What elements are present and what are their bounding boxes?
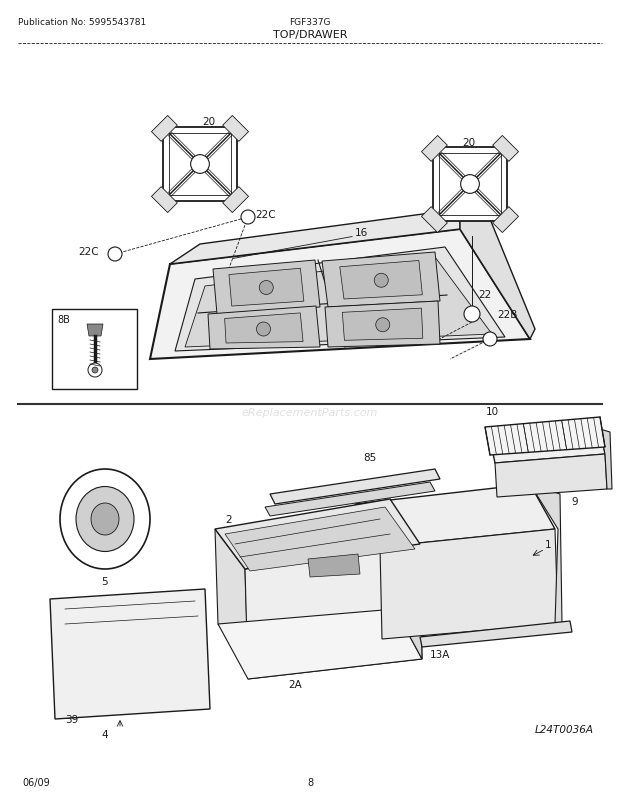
Polygon shape [490, 429, 605, 464]
Text: 39: 39 [65, 714, 78, 724]
Polygon shape [485, 418, 605, 456]
Polygon shape [229, 269, 304, 306]
Polygon shape [495, 455, 607, 497]
Text: 9: 9 [572, 496, 578, 506]
Polygon shape [422, 208, 448, 233]
Circle shape [257, 322, 270, 337]
Text: 5: 5 [102, 577, 108, 586]
Polygon shape [224, 314, 303, 343]
Text: TOP/DRAWER: TOP/DRAWER [273, 30, 347, 40]
Polygon shape [151, 116, 177, 142]
Polygon shape [600, 429, 612, 489]
Polygon shape [380, 529, 558, 639]
Text: 22: 22 [478, 290, 491, 300]
Polygon shape [322, 253, 440, 308]
Text: FGF337G: FGF337G [290, 18, 330, 27]
Text: L24T0036A: L24T0036A [535, 724, 594, 734]
Polygon shape [325, 302, 440, 347]
Polygon shape [175, 248, 505, 351]
Polygon shape [340, 261, 422, 300]
Polygon shape [420, 622, 572, 647]
Text: 16: 16 [355, 228, 368, 237]
Polygon shape [225, 508, 415, 571]
Polygon shape [390, 500, 422, 659]
Text: 8: 8 [307, 777, 313, 787]
Polygon shape [355, 484, 555, 547]
Polygon shape [493, 208, 518, 233]
Polygon shape [245, 545, 422, 679]
Polygon shape [265, 482, 435, 516]
Polygon shape [208, 306, 320, 350]
Text: 22B: 22B [497, 310, 517, 320]
Text: 20: 20 [202, 117, 215, 127]
Polygon shape [170, 210, 460, 265]
Polygon shape [308, 554, 360, 577]
Circle shape [461, 176, 479, 194]
Polygon shape [530, 484, 562, 624]
Text: 85: 85 [363, 452, 376, 463]
Circle shape [108, 248, 122, 261]
Polygon shape [218, 610, 422, 679]
Text: 13A: 13A [430, 649, 450, 659]
Text: 20: 20 [462, 138, 475, 148]
Circle shape [483, 333, 497, 346]
Polygon shape [422, 136, 448, 162]
Polygon shape [185, 257, 492, 347]
Ellipse shape [91, 504, 119, 535]
Polygon shape [151, 188, 177, 213]
Polygon shape [215, 529, 248, 659]
Polygon shape [223, 188, 249, 213]
Ellipse shape [60, 469, 150, 569]
Circle shape [464, 306, 480, 322]
Text: 1: 1 [545, 539, 552, 549]
Text: Publication No: 5995543781: Publication No: 5995543781 [18, 18, 146, 27]
Polygon shape [460, 210, 535, 339]
Text: 8B: 8B [57, 314, 70, 325]
Polygon shape [163, 128, 237, 201]
Ellipse shape [76, 487, 134, 552]
Polygon shape [215, 500, 420, 569]
Text: 2: 2 [225, 514, 232, 525]
Polygon shape [493, 136, 518, 162]
Text: 22C: 22C [78, 247, 99, 257]
Circle shape [88, 363, 102, 378]
Text: 06/09: 06/09 [22, 777, 50, 787]
Polygon shape [433, 148, 507, 221]
Text: 2A: 2A [288, 679, 302, 689]
Polygon shape [150, 229, 530, 359]
Circle shape [376, 318, 390, 332]
Polygon shape [50, 589, 210, 719]
Text: 4: 4 [102, 729, 108, 739]
Polygon shape [223, 116, 249, 142]
Circle shape [190, 156, 210, 174]
Bar [52, 310, 137, 390]
Circle shape [259, 282, 273, 295]
Polygon shape [87, 325, 103, 337]
Circle shape [241, 211, 255, 225]
Polygon shape [213, 261, 320, 314]
Polygon shape [342, 309, 423, 341]
Text: 22C: 22C [255, 210, 276, 220]
Polygon shape [270, 469, 440, 504]
Circle shape [374, 274, 388, 288]
Text: eReplacementParts.com: eReplacementParts.com [242, 407, 378, 418]
Text: 10: 10 [485, 407, 498, 416]
Circle shape [92, 367, 98, 374]
